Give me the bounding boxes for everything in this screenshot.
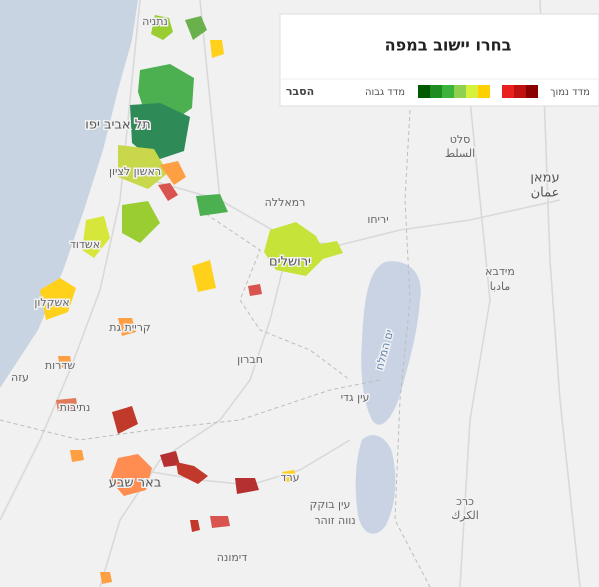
place-label: באר שבע <box>109 476 162 491</box>
place-labels: נתניה תל אביב יפו ראשון לציון אשדוד אשקלון קר… <box>10 14 562 566</box>
place-label: שדרות <box>45 359 75 372</box>
place-label: الكرك <box>451 509 479 522</box>
place-label: מידבא <box>485 265 515 278</box>
place-label: נווה זוהר <box>314 514 355 527</box>
place-label: אשקלון <box>34 296 69 309</box>
dead-sea-north <box>361 261 421 425</box>
place-label: עזה <box>11 371 29 384</box>
place-label: נתיבות <box>60 401 91 414</box>
place-label: ירושלים <box>269 255 311 270</box>
legend-swatch <box>454 85 466 98</box>
place-label: ראשון לציון <box>109 165 161 178</box>
place-label: כרכ <box>456 495 474 508</box>
place-label: אשדוד <box>70 238 100 251</box>
place-label: תל אביב יפו <box>85 118 150 133</box>
place-label: مادبا <box>490 280 511 293</box>
explain-link[interactable]: הסבר <box>286 85 314 98</box>
panel-title: בחרו יישוב במפה <box>385 36 512 55</box>
legend-swatch <box>514 85 526 98</box>
place-label: רמאללה <box>265 196 306 209</box>
place-label: ערד <box>280 471 299 484</box>
place-label: עמאן <box>530 171 559 186</box>
place-label: עין גדי <box>341 391 370 404</box>
legend-high-label: מדד גבוה <box>365 87 405 98</box>
place-label: דימונה <box>217 551 248 564</box>
legend-swatch <box>526 85 538 98</box>
legend-swatches <box>418 85 538 98</box>
legend-swatch <box>418 85 430 98</box>
place-label: السلط <box>445 147 475 160</box>
place-label: נתניה <box>142 15 168 28</box>
place-label: קריית גת <box>109 321 150 334</box>
legend-swatch <box>466 85 478 98</box>
sea <box>0 0 138 388</box>
place-label: عمان <box>531 186 560 201</box>
panel: בחרו יישוב במפה הסבר מדד גבוה מדד נמוך <box>279 13 599 107</box>
place-label: סלט <box>450 133 471 146</box>
dead-sea-south <box>355 435 396 534</box>
place-label: חברון <box>237 353 263 366</box>
legend-low-label: מדד נמוך <box>550 87 590 98</box>
legend-swatch <box>430 85 442 98</box>
legend-swatch <box>478 85 490 98</box>
place-label: יריחו <box>367 213 388 226</box>
legend-swatch <box>442 85 454 98</box>
place-label: עין בוקק <box>310 498 351 511</box>
legend-swatch <box>502 85 514 98</box>
locality-shapes <box>40 15 343 584</box>
